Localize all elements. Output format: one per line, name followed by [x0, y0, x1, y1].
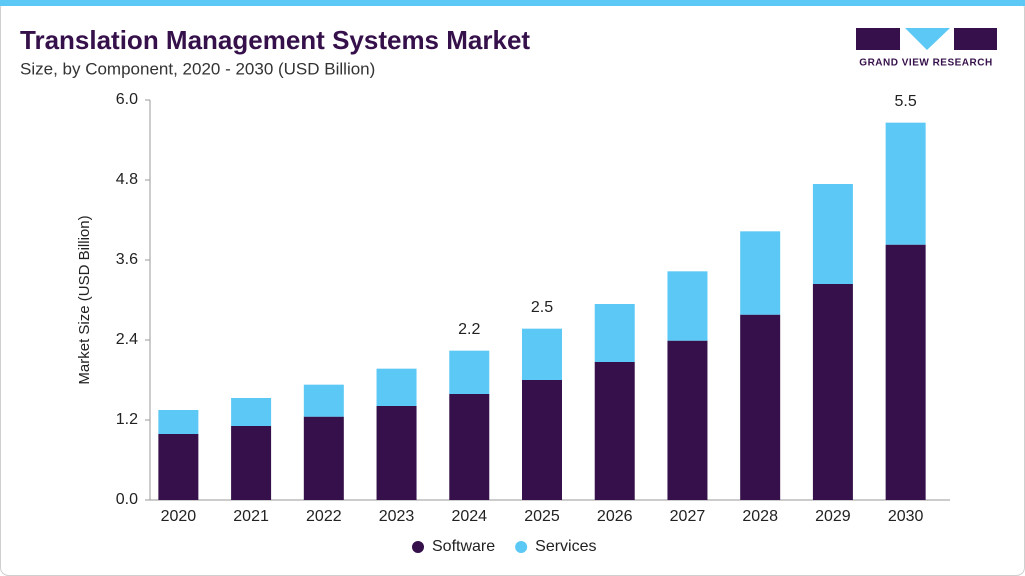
- logo-block: [856, 28, 900, 50]
- bar-segment: [522, 380, 562, 500]
- bar-segment: [231, 426, 272, 500]
- x-tick-label: 2030: [888, 508, 924, 525]
- bar-segment: [740, 231, 781, 315]
- y-tick-label: 6.0: [116, 91, 138, 108]
- bar-segment: [231, 398, 272, 426]
- bar-segment: [740, 314, 781, 500]
- logo-block: [954, 28, 997, 50]
- bar-segment: [594, 304, 635, 362]
- bar-segment: [812, 184, 853, 284]
- bar-segment: [376, 406, 417, 500]
- y-tick-label: 4.8: [116, 171, 138, 188]
- x-tick-label: 2026: [597, 508, 633, 525]
- x-tick-label: 2027: [670, 508, 706, 525]
- y-tick-label: 0.0: [116, 491, 138, 508]
- bar-segment: [667, 340, 708, 500]
- logo-text: GRAND VIEW RESEARCH: [859, 58, 992, 69]
- x-tick-label: 2024: [451, 508, 487, 525]
- total-label: 2.2: [458, 321, 480, 338]
- y-tick-label: 1.2: [116, 411, 138, 428]
- bar-segment: [376, 368, 417, 406]
- legend-marker: [412, 541, 424, 553]
- bar-segment: [522, 328, 562, 380]
- chart-title: Translation Management Systems Market: [20, 25, 530, 55]
- bar-segment: [885, 244, 926, 500]
- bar-segment: [449, 350, 490, 394]
- x-tick-label: 2022: [306, 508, 342, 525]
- total-label: 2.5: [531, 299, 553, 316]
- x-tick-label: 2029: [815, 508, 851, 525]
- bar-segment: [812, 284, 853, 500]
- y-tick-label: 3.6: [116, 251, 138, 268]
- x-tick-label: 2028: [742, 508, 778, 525]
- x-tick-label: 2023: [379, 508, 415, 525]
- x-tick-label: 2020: [161, 508, 197, 525]
- top-strip: [0, 0, 1025, 6]
- bar-segment: [885, 122, 926, 245]
- bar-segment: [158, 434, 199, 500]
- x-tick-label: 2025: [524, 508, 560, 525]
- logo: GRAND VIEW RESEARCH: [856, 28, 997, 69]
- bar-segment: [303, 416, 344, 500]
- bar-segment: [158, 410, 199, 434]
- bar-segment: [594, 362, 635, 500]
- logo-block: [905, 28, 950, 50]
- y-tick-label: 2.4: [116, 331, 138, 348]
- legend-label: Software: [432, 538, 495, 555]
- bar-segment: [303, 384, 344, 417]
- y-axis-label: Market Size (USD Billion): [76, 215, 93, 384]
- bar-segment: [449, 394, 490, 500]
- bar-segment: [667, 271, 708, 341]
- total-label: 5.5: [895, 93, 917, 110]
- chart-subtitle: Size, by Component, 2020 - 2030 (USD Bil…: [20, 59, 375, 78]
- x-tick-label: 2021: [233, 508, 269, 525]
- legend-marker: [515, 541, 528, 553]
- legend-label: Services: [535, 538, 596, 555]
